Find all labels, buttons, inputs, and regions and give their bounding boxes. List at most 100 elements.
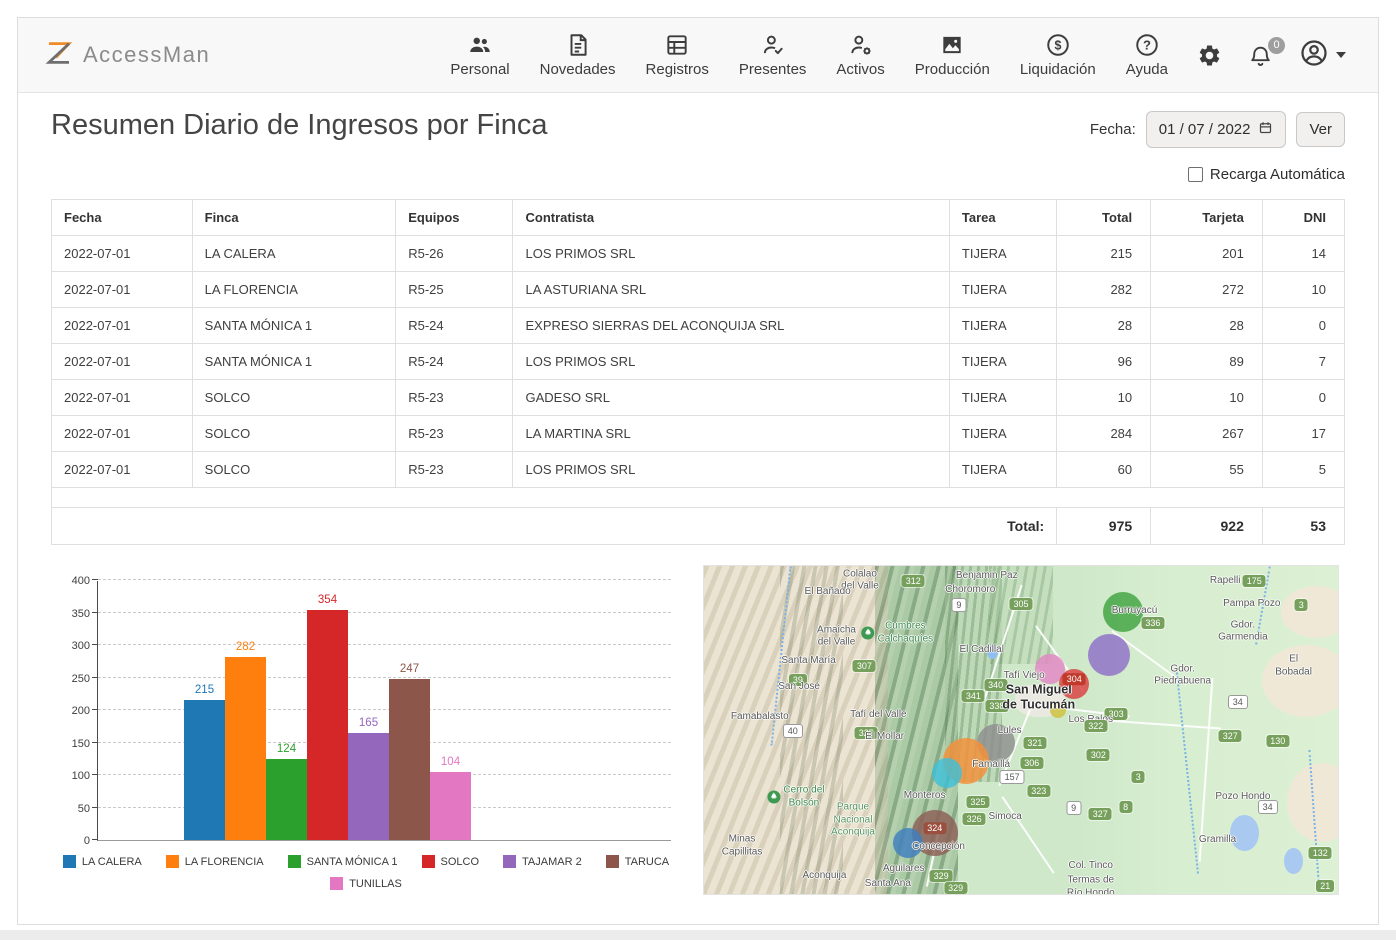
cell-equipos: R5-24 [395,307,514,344]
autoreload-checkbox[interactable] [1187,167,1203,182]
user-menu[interactable] [1299,38,1346,73]
table-row: 2022-07-01 SANTA MÓNICA 1 R5-24 EXPRESO SIE… [51,307,1346,344]
cell-equipos: R5-24 [395,343,514,380]
navbar: AccessMan Personal Novedades Registros Pres… [18,18,1378,93]
bars-group: 215 282 124 354 165 247 104 [184,594,471,840]
nav-item-presentes[interactable]: Presentes [724,32,822,78]
map-place-san-jose: San José [778,681,820,693]
bar-santa-monica-1[interactable]: 124 [266,743,307,840]
y-axis-label-100: 100 [71,770,90,782]
nav-item-label: Producción [914,61,990,78]
bar-taruca[interactable]: 247 [389,663,430,840]
nav-item-liquidacion[interactable]: $ Liquidación [1005,32,1111,78]
legend-item-santa-monica-1[interactable]: SANTA MÓNICA 1 [287,855,398,868]
map-place-santa-ana: Santa Ana [864,877,911,889]
brand[interactable]: AccessMan [44,38,210,73]
date-input[interactable]: 01 / 07 / 2022 [1145,111,1287,148]
route-badge-336-12: 336 [1141,617,1165,630]
marker-red[interactable] [1059,668,1090,699]
map-place-pozo-hondo: Pozo Hondo [1215,790,1271,802]
map-terrain-mountain-3 [989,566,1053,665]
bar-value-label: 282 [235,640,256,653]
legend-item-tunillas[interactable]: TUNILLAS [330,877,402,890]
cell-tarjeta: 272 [1150,271,1263,308]
page-footer-strip [0,930,1396,940]
map-place-tafi-del-valle: Tafí del Valle [850,708,907,720]
table-row: 2022-07-01 SOLCO R5-23 GADESO SRL TIJERA 10 10… [51,379,1346,416]
route-badge-322-30: 322 [1084,720,1108,733]
income-bar-chart: 0 50 100 150 200 250 300 350 400 215 282 124 354 165 2… [51,565,681,895]
fincas-map[interactable]: Colalao del Valle El Bañado 312 Benjamin Pa… [703,565,1339,895]
map-place-aguilares: Aguilares [882,863,925,875]
cell-tarea: TIJERA [948,415,1058,452]
bar-tunillas[interactable]: 104 [430,756,471,840]
map-place-santa-maria: Santa María [781,654,836,666]
bar-value-label: 215 [194,684,215,697]
marker-brown[interactable] [911,810,958,857]
table-row: 2022-07-01 LA FLORENCIA R5-25 LA ASTURIANA … [51,271,1346,308]
marker-cyan[interactable] [931,758,962,789]
cell-contratista: LA MARTINA SRL [512,415,950,452]
notifications-bell-icon[interactable]: 0 [1248,36,1285,68]
nav-item-activos[interactable]: Activos [821,32,899,78]
main-content: Resumen Diario de Ingresos por Finca Fec… [18,109,1378,895]
bar-value-label: 247 [399,663,420,676]
cell-dni: 17 [1261,415,1346,452]
marker-pink[interactable] [1035,653,1066,684]
nav-item-registros[interactable]: Registros [631,32,724,78]
map-place-famabalasto: Famabalasto [730,710,789,722]
map-river [1308,749,1320,881]
route-badge-307-18: 307 [852,660,876,673]
column-header-finca: Finca [191,199,397,236]
cell-fecha: 2022-07-01 [51,271,193,308]
legend-item-taruca[interactable]: TARUCA [605,855,669,868]
column-header-total: Total [1056,199,1152,236]
cell-contratista: LOS PRIMOS SRL [512,343,950,380]
nav-item-produccion[interactable]: Producción [900,32,1005,78]
marker-purple[interactable] [1088,633,1131,676]
view-button[interactable]: Ver [1296,112,1345,147]
column-header-dni: DNI [1261,199,1346,236]
legend-item-solco[interactable]: SOLCO [421,855,479,868]
bar-la-florencia[interactable]: 282 [225,641,266,840]
map-place-parque-nacional-aconquija: Parque Nacional Aconquija [831,801,875,838]
legend-item-la-calera[interactable]: LA CALERA [62,855,142,868]
settings-gear-icon[interactable] [1197,43,1222,68]
legend-item-tajamar-2[interactable]: TAJAMAR 2 [503,855,582,868]
y-tick [92,579,98,580]
map-terrain-patch [1280,585,1338,639]
map-place-minas-capillitas: Minas Capillitas [721,833,763,858]
cell-contratista: LOS PRIMOS SRL [512,451,950,488]
bar-tajamar-2[interactable]: 165 [348,717,389,840]
nav-item-label: Activos [836,61,885,78]
legend-item-la-florencia[interactable]: LA FLORENCIA [165,855,264,868]
marker-yellow[interactable] [1050,702,1067,719]
marker-green[interactable] [1103,591,1144,632]
map-terrain-ridges-west [780,566,844,894]
map-place-gdor-garmendia: Gdor. Garmendia [1218,619,1268,643]
document-icon [565,32,591,58]
map-place-colalao-del-valle: Colalao del Valle [841,568,879,592]
bar-la-calera[interactable]: 215 [184,684,225,840]
cell-dni: 0 [1261,379,1346,416]
map-place-gramilla: Gramilla [1198,833,1237,845]
cell-contratista: EXPRESO SIERRAS DEL ACONQUIJA SRL [512,307,950,344]
table-totals-row: Total: 975 922 53 [52,507,1346,545]
nav-item-novedades[interactable]: Novedades [525,32,631,78]
bar-solco[interactable]: 354 [307,594,348,840]
route-badge-306-43: 306 [1020,757,1044,770]
y-axis-label-400: 400 [71,575,90,587]
table-spacer-row [51,487,1345,508]
nav-item-ayuda[interactable]: ? Ayuda [1111,32,1183,78]
route-badge-130-39: 130 [1266,735,1290,748]
marker-gray[interactable] [977,724,1016,763]
nav-item-personal[interactable]: Personal [435,32,524,78]
calendar-icon[interactable] [1258,120,1273,139]
brand-name: AccessMan [83,42,211,67]
map-place-amaicha-del-valle: Amaicha del Valle [817,624,856,648]
marker-blue[interactable] [892,828,923,859]
column-header-equipos: Equipos [395,199,514,236]
legend-label: LA CALERA [81,855,142,868]
marker-orange[interactable] [943,738,990,785]
map-lake [1230,815,1259,852]
